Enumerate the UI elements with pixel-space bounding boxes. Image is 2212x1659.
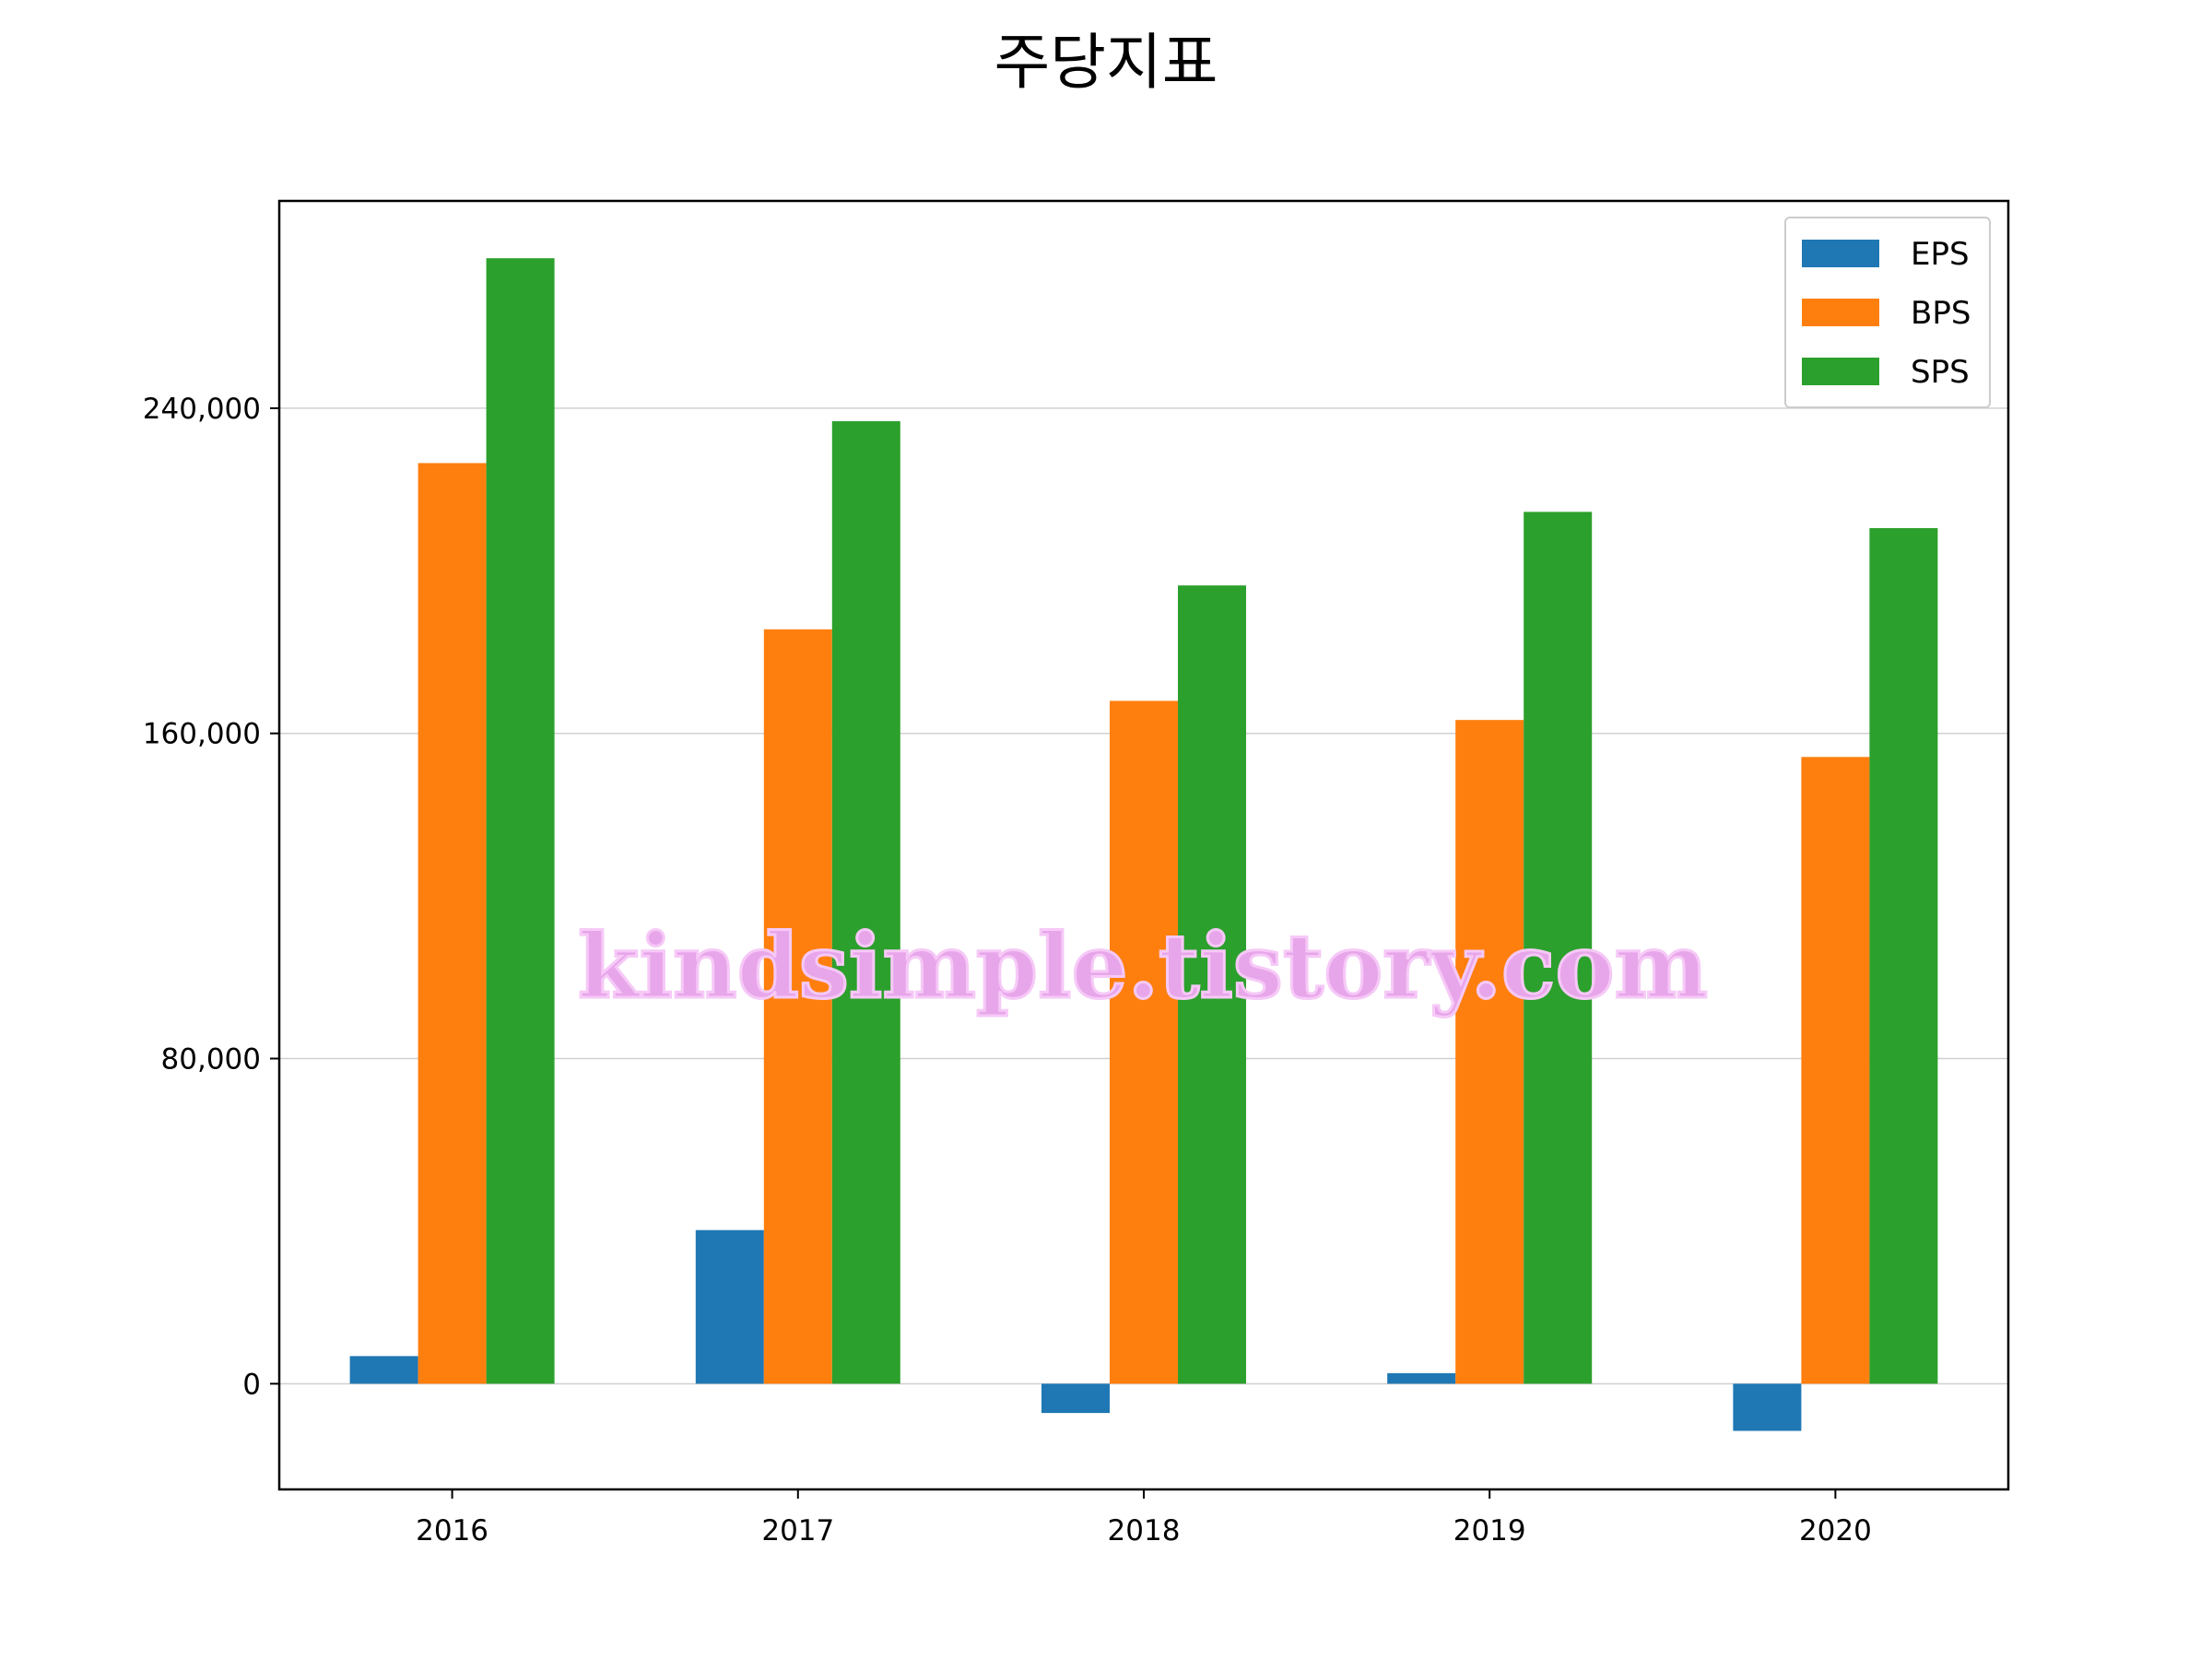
bar-eps-2017 [695,1230,764,1384]
bar-eps-2019 [1387,1372,1456,1384]
x-axis: 2016 2017 2018 2019 2020 [416,1489,1872,1547]
bar-eps-2020 [1733,1383,1802,1431]
legend-swatch-bps [1802,299,1879,326]
y-tick-label: 240,000 [143,393,261,426]
y-tick-label: 80,000 [161,1043,261,1077]
y-tick-label: 0 [242,1368,261,1401]
x-tick-label: 2018 [1108,1514,1181,1547]
bar-sps-2020 [1869,528,1938,1384]
bar-eps-2018 [1041,1383,1110,1414]
legend: EPS BPS SPS [1784,217,1991,408]
watermark: kindsimple.tistory.com [578,914,1708,1018]
legend-label-sps: SPS [1911,354,1970,391]
chart-title: 주당지표 [994,27,1218,98]
bar-bps-2017 [763,629,832,1384]
y-tick-label: 160,000 [143,718,261,751]
bar-sps-2019 [1524,512,1593,1384]
x-tick-label: 2017 [761,1514,834,1547]
legend-swatch-sps [1802,358,1879,385]
x-tick-label: 2020 [1799,1514,1872,1547]
bars [349,258,1938,1431]
bar-bps-2020 [1801,757,1870,1384]
bar-sps-2017 [831,421,900,1384]
legend-label-eps: EPS [1911,236,1970,273]
bar-sps-2016 [486,258,555,1384]
bar-eps-2016 [349,1356,418,1384]
legend-swatch-eps [1802,240,1879,267]
y-axis: 0 80,000 160,000 240,000 [143,393,279,1401]
bar-bps-2019 [1455,720,1524,1384]
bar-bps-2018 [1110,700,1178,1384]
bar-sps-2018 [1178,585,1246,1384]
x-tick-label: 2019 [1453,1514,1526,1547]
legend-label-bps: BPS [1911,295,1971,332]
x-tick-label: 2016 [416,1514,488,1547]
bar-bps-2016 [418,463,487,1384]
